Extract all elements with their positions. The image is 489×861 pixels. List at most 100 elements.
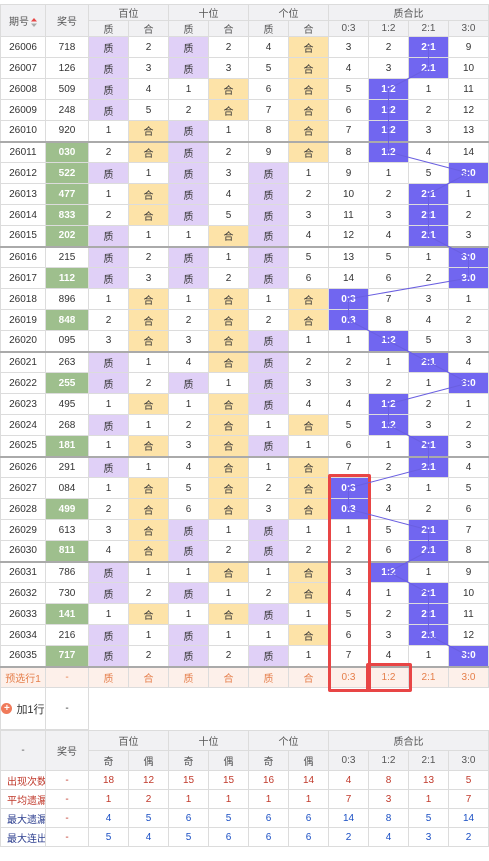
he-cell: 1 xyxy=(208,624,249,646)
stats-value: 2 xyxy=(448,827,489,847)
he-cell: 合 xyxy=(128,519,169,541)
ratio-cell: 3 xyxy=(328,36,369,58)
stats-dash: - xyxy=(45,808,89,828)
period-cell: 26032 xyxy=(0,582,46,604)
stats-value: 2 xyxy=(128,789,169,809)
add-row-dash: - xyxy=(45,687,89,730)
sub-ratio: 0:3 xyxy=(328,20,369,37)
stats-value: 5 xyxy=(408,808,449,828)
ratio-cell: 2:1 xyxy=(408,603,449,625)
he-cell: 合 xyxy=(288,36,329,58)
add-row-button[interactable]: + 加1行 xyxy=(0,687,46,730)
draw-row: 26025 181 1 合 3 合质 1 6 1 2:1 3 xyxy=(0,435,489,457)
sub-ratio: 0:3 xyxy=(328,750,369,771)
stats-ratio-header: 质合比 xyxy=(328,730,489,751)
he-cell: 合 xyxy=(208,330,249,352)
prize-number-cell: 786 xyxy=(45,560,89,583)
sub-ratio: 2:1 xyxy=(408,750,449,771)
prediction-cell[interactable]: 质 xyxy=(88,665,129,688)
prediction-row[interactable]: 预选行1- 质合质合质合 0:3 1:2 2:1 3:0 xyxy=(0,665,489,688)
period-cell: 26031 xyxy=(0,560,46,583)
zhi-cell: 质 xyxy=(248,245,289,268)
ratio-cell: 10 xyxy=(448,582,489,604)
zhi-cell: 1 xyxy=(168,78,209,100)
ratio-cell: 3 xyxy=(368,624,409,646)
he-cell: 1 xyxy=(128,350,169,373)
he-cell: 合 xyxy=(128,477,169,499)
ratio-cell: 4 xyxy=(368,225,409,247)
ratio-cell: 5 xyxy=(448,477,489,499)
stats-value: 6 xyxy=(288,808,329,828)
prediction-cell[interactable]: 3:0 xyxy=(448,665,489,688)
prediction-cell[interactable]: 质 xyxy=(168,665,209,688)
ratio-cell: 6 xyxy=(328,99,369,121)
he-cell: 2 xyxy=(288,350,329,373)
draw-row: 26015 202 质 1 1 合质 4 12 4 2:1 3 xyxy=(0,225,489,247)
ratio-cell: 2 xyxy=(368,603,409,625)
ratio-cell: 3 xyxy=(328,560,369,583)
ratio-cell: 1 xyxy=(408,560,449,583)
prediction-dash: - xyxy=(45,665,89,688)
zhi-cell: 质 xyxy=(168,645,209,667)
ratio-cell: 10 xyxy=(448,57,489,79)
he-cell: 4 xyxy=(128,78,169,100)
prediction-cell[interactable]: 1:2 xyxy=(368,665,409,688)
prize-number-cell: 112 xyxy=(45,267,89,289)
ratio-cell: 6 xyxy=(328,435,369,457)
zhi-cell: 1 xyxy=(168,225,209,247)
period-header[interactable]: 期号 xyxy=(0,4,46,37)
prediction-cell[interactable]: 0:3 xyxy=(328,665,369,688)
period-cell: 26014 xyxy=(0,204,46,226)
draw-row: 26011 030 2 合质 2 9 合 8 1:2 4 14 xyxy=(0,140,489,163)
zhi-cell: 质 xyxy=(168,140,209,163)
stats-value: 13 xyxy=(408,770,449,790)
zhi-cell: 1 xyxy=(248,624,289,646)
prediction-cell[interactable]: 合 xyxy=(288,665,329,688)
he-cell: 合 xyxy=(288,120,329,142)
he-cell: 2 xyxy=(288,540,329,562)
draw-row: 26020 095 3 合 3 合质 1 1 1:2 5 3 xyxy=(0,330,489,352)
prediction-cell[interactable]: 合 xyxy=(128,665,169,688)
zhi-cell: 质 xyxy=(248,435,289,457)
prediction-cell[interactable]: 合 xyxy=(208,665,249,688)
stats-value: 4 xyxy=(88,808,129,828)
he-cell: 1 xyxy=(208,519,249,541)
he-cell: 4 xyxy=(288,393,329,415)
stats-value: 5 xyxy=(208,808,249,828)
ratio-cell: 0:3 xyxy=(328,477,369,499)
prize-number-cell: 202 xyxy=(45,225,89,247)
sub-he: 合 xyxy=(128,20,169,37)
he-cell: 合 xyxy=(288,309,329,331)
he-cell: 合 xyxy=(208,393,249,415)
period-cell: 26009 xyxy=(0,99,46,121)
zhi-cell: 1 xyxy=(168,560,209,583)
draw-row: 26018 896 1 合 1 合 1 合 0:3 7 3 1 xyxy=(0,288,489,310)
stats-value: 1 xyxy=(288,789,329,809)
prediction-cell[interactable]: 2:1 xyxy=(408,665,449,688)
he-cell: 合 xyxy=(208,225,249,247)
ratio-cell: 2:1 xyxy=(408,540,449,562)
zhi-cell: 质 xyxy=(168,245,209,268)
he-cell: 合 xyxy=(128,120,169,142)
stats-value: 16 xyxy=(248,770,289,790)
draw-row: 26027 084 1 合 5 合 2 合 0:3 3 1 5 xyxy=(0,477,489,499)
ratio-cell: 12 xyxy=(448,624,489,646)
sort-arrows-icon[interactable] xyxy=(31,17,37,27)
prize-number-cell: 833 xyxy=(45,204,89,226)
stats-value: 15 xyxy=(208,770,249,790)
ratio-cell: 1 xyxy=(368,350,409,373)
he-cell: 合 xyxy=(288,624,329,646)
draw-row: 26022 255 质 2 质 1 质 3 3 2 1 3:0 xyxy=(0,372,489,394)
ratio-cell: 1:2 xyxy=(368,140,409,163)
prediction-cell[interactable]: 质 xyxy=(248,665,289,688)
stats-label: 平均遗漏 xyxy=(0,789,46,809)
zhi-cell: 质 xyxy=(248,225,289,247)
draw-row: 26009 248 质 5 2 合 7 合 6 1:2 2 12 xyxy=(0,99,489,121)
draw-row: 26014 833 2 合质 5 质 3 11 3 2:1 2 xyxy=(0,204,489,226)
draw-row: 26031 786 质 1 1 合 1 合 3 1:2 1 9 xyxy=(0,560,489,583)
zhi-cell: 1 xyxy=(88,435,129,457)
sub-ratio: 3:0 xyxy=(448,750,489,771)
he-cell: 合 xyxy=(288,140,329,163)
ratio-cell: 1:2 xyxy=(368,330,409,352)
prize-number-cell: 215 xyxy=(45,245,89,268)
